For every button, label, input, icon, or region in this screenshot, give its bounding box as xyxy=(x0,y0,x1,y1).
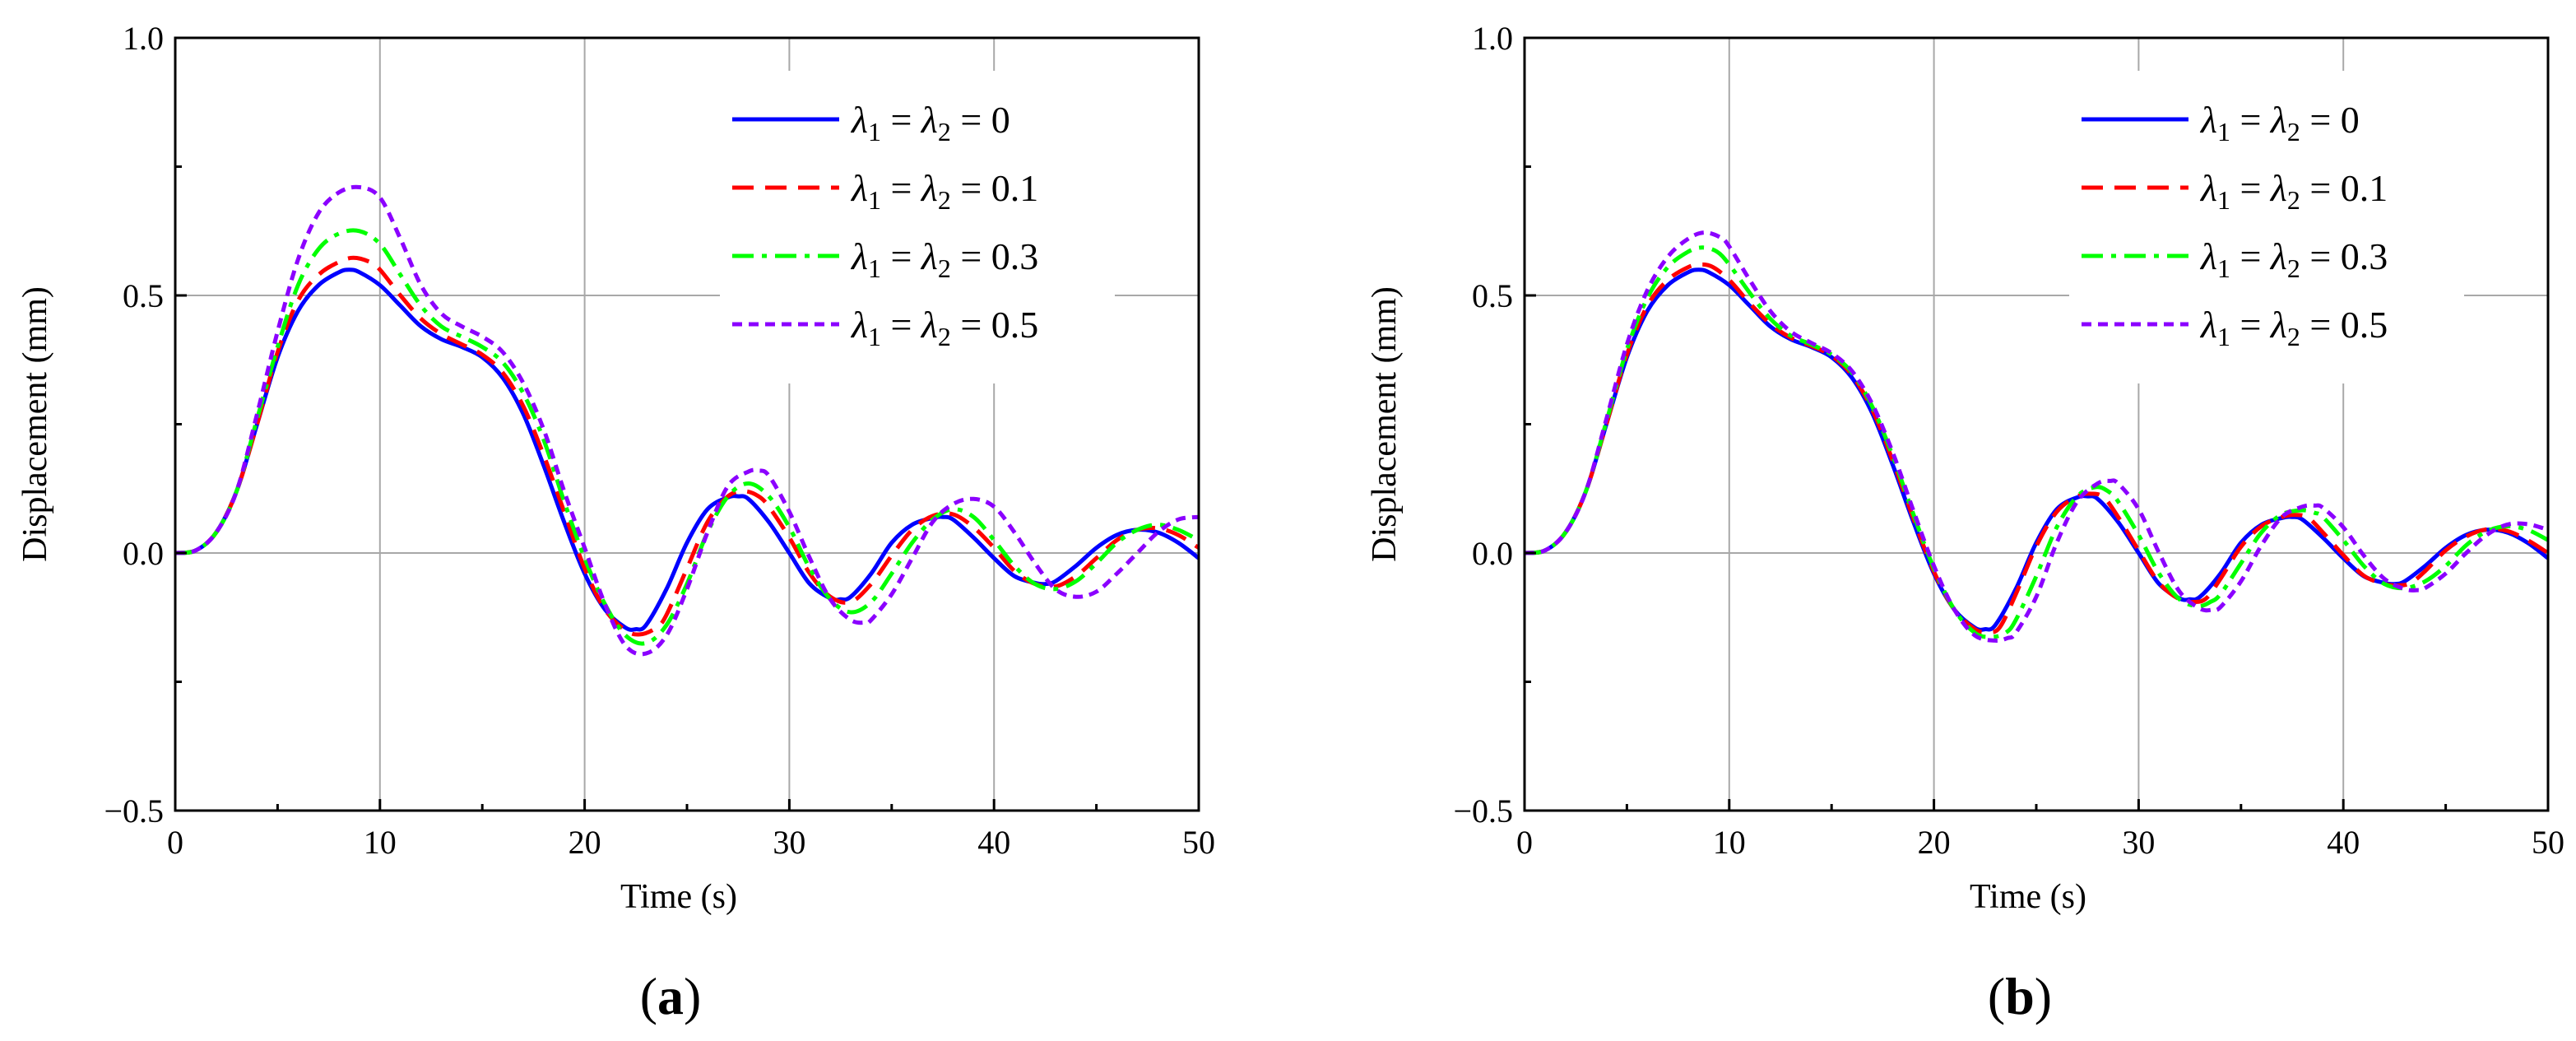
legend-label-3: λ1 = λ2 = 0.5 xyxy=(850,304,1038,351)
y-tick-label: 0.5 xyxy=(1472,277,1513,314)
legend-label-0: λ1 = λ2 = 0 xyxy=(2199,99,2360,146)
x-tick-label: 50 xyxy=(2532,824,2564,861)
x-tick-label: 10 xyxy=(364,824,397,861)
panel-label: (a) xyxy=(640,967,702,1025)
ticks xyxy=(1523,36,2550,812)
x-tick-label: 30 xyxy=(773,824,805,861)
series-group xyxy=(1525,230,2548,643)
legend: λ1 = λ2 = 0 λ1 = λ2 = 0.1 λ1 = λ2 = 0.3 λ1 … xyxy=(2069,71,2464,383)
x-tick-label: 20 xyxy=(569,824,601,861)
x-tick-label: 30 xyxy=(2122,824,2155,861)
y-axis-title: Displacement (mm) xyxy=(1366,286,1404,562)
legend-label-0: λ1 = λ2 = 0 xyxy=(850,99,1010,146)
x-tick-label: 40 xyxy=(2327,824,2360,861)
y-tick-label: −0.5 xyxy=(104,792,164,830)
y-tick-label: 0.0 xyxy=(123,535,164,572)
x-tick-label: 0 xyxy=(167,824,183,861)
x-tick-label: 20 xyxy=(1918,824,1951,861)
series-line-3 xyxy=(1525,230,2548,643)
x-tick-label: 10 xyxy=(1713,824,1746,861)
series-line-2 xyxy=(1525,245,2548,639)
series-line-1 xyxy=(175,255,1199,637)
legend-label-2: λ1 = λ2 = 0.3 xyxy=(850,235,1038,283)
chart-panel-a: 0 10 20 30 40 50 −0.5 0.0 0.5 1.0 Time (s) Displace… xyxy=(16,20,1215,1025)
x-axis-title: Time (s) xyxy=(1970,878,2086,916)
chart-panel-b: 0 10 20 30 40 50 −0.5 0.0 0.5 1.0 Time (s) Displace… xyxy=(1366,20,2564,1025)
legend-label-2: λ1 = λ2 = 0.3 xyxy=(2199,235,2388,283)
x-axis-title: Time (s) xyxy=(620,878,737,916)
panel-label: (b) xyxy=(1988,967,2052,1025)
y-tick-label: −0.5 xyxy=(1453,792,1513,830)
legend-label-3: λ1 = λ2 = 0.5 xyxy=(2199,304,2388,351)
legend-label-1: λ1 = λ2 = 0.1 xyxy=(850,167,1038,215)
legend: λ1 = λ2 = 0 λ1 = λ2 = 0.1 λ1 = λ2 = 0.3 λ1 … xyxy=(720,71,1115,383)
series-line-0 xyxy=(1525,267,2548,632)
x-tick-label: 0 xyxy=(1516,824,1533,861)
series-line-3 xyxy=(175,184,1199,657)
y-tick-label: 1.0 xyxy=(1472,20,1513,57)
ticks xyxy=(174,36,1200,812)
y-tick-label: 1.0 xyxy=(123,20,164,57)
series-group xyxy=(175,184,1199,657)
y-tick-label: 0.5 xyxy=(123,277,164,314)
legend-background xyxy=(720,71,1115,383)
y-tick-label: 0.0 xyxy=(1472,535,1513,572)
y-axis-title: Displacement (mm) xyxy=(16,286,54,562)
legend-background xyxy=(2069,71,2464,383)
x-tick-label: 50 xyxy=(1182,824,1215,861)
legend-label-1: λ1 = λ2 = 0.1 xyxy=(2199,167,2388,215)
x-tick-label: 40 xyxy=(977,824,1010,861)
